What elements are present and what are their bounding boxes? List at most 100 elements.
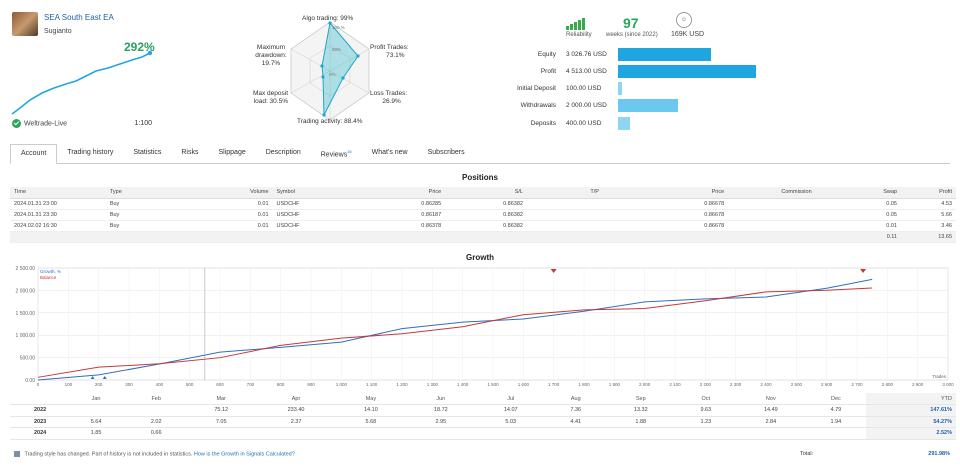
x-tick-label: 1 500 <box>487 382 499 387</box>
month-value: 4.41 <box>545 416 606 428</box>
position-cell: 0.86678 <box>602 198 729 210</box>
month-value <box>805 427 866 440</box>
tab-account[interactable]: Account <box>10 144 58 164</box>
broker-row: Weltrade-Live 1:100 <box>12 119 152 128</box>
monthly-row: 2024 1.85 0.66 2.52% <box>10 427 956 440</box>
subscribers-value: 169K USD <box>671 31 705 38</box>
leverage: 1:100 <box>134 120 152 127</box>
x-tick-label: 0 <box>37 382 40 387</box>
tab-label: Slippage <box>218 149 246 156</box>
month-value: 2.95 <box>405 416 476 428</box>
month-value: 9.63 <box>675 404 736 417</box>
position-cell: USDCHF <box>272 220 360 232</box>
x-tick-label: 600 <box>216 382 224 387</box>
monthly-header-blank <box>10 393 66 405</box>
month-value: 1.94 <box>805 416 866 428</box>
broker-name[interactable]: Weltrade-Live <box>24 120 68 128</box>
y-tick-label: 2 500.00 <box>16 266 36 272</box>
stat-bar <box>618 47 711 61</box>
tab-slippage[interactable]: Slippage <box>208 144 255 164</box>
positions-total-cell <box>445 231 527 243</box>
stat-value: 2 000.00 USD <box>566 102 607 110</box>
position-cell: 3.46 <box>900 220 956 232</box>
positions-header: Time <box>10 187 106 199</box>
y-tick-label: 500.00 <box>20 356 36 362</box>
signal-author[interactable]: Sugianto <box>44 28 72 35</box>
weeks-label: weeks (since 2022) <box>606 32 658 38</box>
x-tick-label: 300 <box>125 382 133 387</box>
month-header: Oct <box>675 393 736 405</box>
tab-statistics[interactable]: Statistics <box>123 144 171 164</box>
radar-activity-label: Trading activity: 88.4% <box>297 118 363 125</box>
month-value <box>256 427 336 440</box>
x-tick-label: 1 000 <box>336 382 348 387</box>
positions-total-cell <box>359 231 446 243</box>
y-tick-label: 2 000.00 <box>16 288 36 294</box>
stat-value: 400.00 USD <box>566 119 602 127</box>
tab-risks[interactable]: Risks <box>171 144 208 164</box>
position-row[interactable]: 2024.01.31 23:30 Buy 0.01 USDCHF 0.86187 0.86… <box>10 209 956 221</box>
footnote: Trading style has changed. Part of histo… <box>14 451 295 457</box>
x-unit-label: Trades <box>932 374 947 379</box>
month-value <box>186 427 257 440</box>
ytd-value: 54.27% <box>866 416 956 428</box>
month-header: YTD <box>866 393 956 405</box>
month-value: 2.37 <box>256 416 336 428</box>
radar-tick-50: 50% <box>332 47 341 52</box>
tab-what-s-new[interactable]: What's new <box>362 144 418 164</box>
drawdown-label-2: drawdown: <box>255 52 287 59</box>
month-value: 4.79 <box>805 404 866 417</box>
growth-calc-link[interactable]: How is the Growth in Signals Calculated? <box>193 451 295 458</box>
month-header: Jun <box>405 393 476 405</box>
tab-label: Risks <box>181 149 199 156</box>
radar-tick-100: 100 % <box>332 25 345 30</box>
month-value <box>66 404 127 417</box>
x-tick-label: 1 100 <box>366 382 378 387</box>
position-row[interactable]: 2024.01.31 23:00 Buy 0.01 USDCHF 0.86285 0.86… <box>10 198 956 210</box>
author-avatar[interactable] <box>12 12 38 36</box>
month-value: 5.64 <box>66 416 127 428</box>
total-row: Total: 291.98% <box>800 451 950 457</box>
month-value <box>735 427 806 440</box>
year-cell: 2024 <box>10 427 66 440</box>
tab-trading-history[interactable]: Trading history <box>57 144 123 164</box>
tab-description[interactable]: Description <box>256 144 311 164</box>
reliability-label: Reliability <box>566 32 592 38</box>
month-value: 2.84 <box>735 416 806 428</box>
x-tick-label: 2 000 <box>639 382 651 387</box>
signal-title[interactable]: SEA South East EA <box>44 13 114 22</box>
position-cell: 2024.01.31 23:00 <box>10 198 106 210</box>
positions-total-cell: 13.65 <box>900 231 956 243</box>
weeks-value: 97 <box>623 15 639 31</box>
position-cell <box>728 198 816 210</box>
tab-subscribers[interactable]: Subscribers <box>418 144 475 164</box>
month-value <box>605 427 676 440</box>
position-cell <box>728 209 816 221</box>
monthly-row: 2023 5.64 2.02 7.05 2.37 5.68 2.95 5.03 4.41 1.88… <box>10 416 956 428</box>
month-value: 13.32 <box>605 404 676 417</box>
tab-reviews[interactable]: Reviews15 <box>311 144 362 164</box>
gain-value: 292% <box>124 40 155 54</box>
info-icon <box>14 451 20 457</box>
month-value: 7.36 <box>545 404 606 417</box>
positions-total-cell <box>526 231 603 243</box>
tab-label: Statistics <box>133 149 162 156</box>
x-tick-label: 700 <box>247 382 255 387</box>
x-tick-label: 2 400 <box>760 382 772 387</box>
x-tick-label: 2 700 <box>851 382 863 387</box>
month-value <box>675 427 736 440</box>
stat-label: Withdrawals <box>520 102 556 110</box>
position-cell: 0.86285 <box>359 198 446 210</box>
loss-trades-label: Loss Trades: <box>370 90 408 97</box>
positions-total-cell: 0.11 <box>815 231 901 243</box>
month-value: 75.12 <box>186 404 257 417</box>
positions-total-row: 0.11 13.65 <box>10 231 956 243</box>
radar-drawdown: Maximum drawdown: 19.7% <box>250 44 292 68</box>
month-value: 1.23 <box>675 416 736 428</box>
stat-label: Profit <box>540 67 556 75</box>
growth-chart[interactable]: 2 500.00 2 000.00 1 500.00 1 000.00 500.00 0.… <box>0 262 960 388</box>
x-tick-label: 1 700 <box>548 382 560 387</box>
position-row[interactable]: 2024.02.02 16:30 Buy 0.01 USDCHF 0.86378 0.86… <box>10 220 956 232</box>
positions-header: Volume <box>186 187 273 199</box>
stat-row-4: Deposits 400.00 USD <box>478 116 778 130</box>
